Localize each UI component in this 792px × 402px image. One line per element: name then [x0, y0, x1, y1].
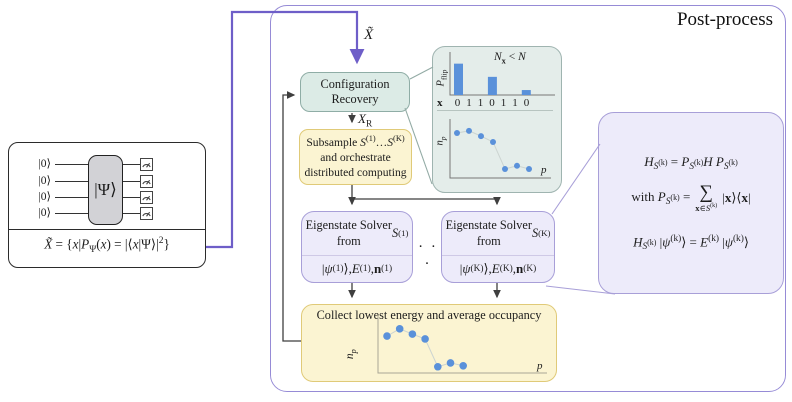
eigenstate-solver-1-box: Eigenstate Solver from S (1) | ψ (1) ⟩, E (1),… [301, 211, 413, 283]
inset-p-axis-label: p [541, 164, 547, 176]
configuration-recovery-label: Configuration Recovery [320, 76, 390, 106]
collect-p-axis-label: p [537, 360, 543, 372]
ket-zero-label: |0⟩ [38, 175, 51, 187]
eigenstate-solver-1-title: Eigenstate Solver from S (1) [302, 212, 412, 256]
ket-zero-label: |0⟩ [38, 207, 51, 219]
ket-zero-label: |0⟩ [38, 158, 51, 170]
bit-value: 1 [500, 97, 507, 109]
x-row-label: x [437, 97, 443, 109]
measurement-icon [140, 158, 153, 171]
sum-symbol: ∑ x∈S(k) [695, 182, 718, 213]
panel-title: Post-process [676, 9, 773, 30]
inset-condition-label: Nx < N [494, 51, 526, 66]
qubit-wire [121, 181, 140, 183]
math-projector-definition: with PS(k) = ∑ x∈S(k) |x⟩⟨x| [631, 183, 750, 212]
collect-label: Collect lowest energy and average occupa… [316, 308, 542, 322]
solver-ellipsis: · · · [418, 239, 438, 272]
recovered-set-label: XR [358, 111, 373, 130]
math-eigenvalue-equation: HS(k) |ψ(k)⟩ = E(k) |ψ(k)⟩ [633, 233, 749, 253]
collect-box: Collect lowest energy and average occupa… [301, 304, 557, 382]
configuration-recovery-box: Configuration Recovery [300, 72, 410, 112]
projected-hamiltonian-bubble: HS(k) = PS(k)H PS(k) with PS(k) = ∑ x∈S(… [598, 112, 784, 294]
eigenstate-solver-K-output: | ψ (K) ⟩, E (K), n (K) [459, 261, 537, 276]
measurement-icon [140, 175, 153, 188]
psi-state-gate: |Ψ⟩ [88, 155, 123, 225]
quantum-circuit-box: |0⟩ |0⟩ |0⟩ |0⟩ |Ψ⟩ X̃ = {x|PΨ(x) = |⟨x|… [8, 142, 206, 268]
eigenstate-solver-K-box: Eigenstate Solver from S (K) | ψ (K) ⟩, E (K),… [441, 211, 555, 283]
eigenstate-solver-1-output: | ψ (1) ⟩, E (1), n (1) [321, 261, 393, 276]
measurement-icon [140, 191, 153, 204]
subsample-label: Subsample S(1)…S(K) and orchestrate distri… [304, 133, 407, 179]
inset-pflip-axis-label: Pflip [435, 69, 449, 87]
bit-value: 0 [454, 97, 461, 109]
qubit-wire [55, 213, 88, 215]
qubit-wire [121, 213, 140, 215]
collect-np-axis-label: np [343, 349, 359, 360]
circuit-divider [9, 229, 205, 230]
sum-limits: x∈S(k) [695, 203, 718, 213]
math-projected-hamiltonian: HS(k) = PS(k)H PS(k) [644, 153, 738, 173]
qubit-wire [55, 164, 88, 166]
qubit-wire [55, 197, 88, 199]
math-projector-prefix: with PS(k) = [631, 188, 691, 208]
bit-value: 0 [489, 97, 495, 109]
qubit-wire [121, 164, 140, 166]
bit-value: 1 [512, 97, 518, 109]
qubit-wire [55, 181, 88, 183]
measurement-icon [140, 207, 153, 220]
sampling-formula: X̃ = {x|PΨ(x) = |⟨x|Ψ⟩|2} [44, 236, 170, 256]
bitstring-row: 0 1 1 0 1 1 0 [452, 97, 532, 109]
inset-np-axis-label: np [434, 136, 448, 146]
subsample-box: Subsample S(1)…S(K) and orchestrate distri… [299, 129, 412, 185]
bit-value: 1 [477, 97, 484, 109]
math-projector-suffix: |x⟩⟨x| [722, 189, 751, 205]
qubit-wire [121, 197, 140, 199]
sampled-set-label: X̃ [364, 27, 374, 43]
ket-zero-label: |0⟩ [38, 191, 51, 203]
bit-value: 0 [523, 97, 530, 109]
bit-value: 1 [466, 97, 472, 109]
eigenstate-solver-K-title: Eigenstate Solver from S (K) [442, 212, 554, 256]
